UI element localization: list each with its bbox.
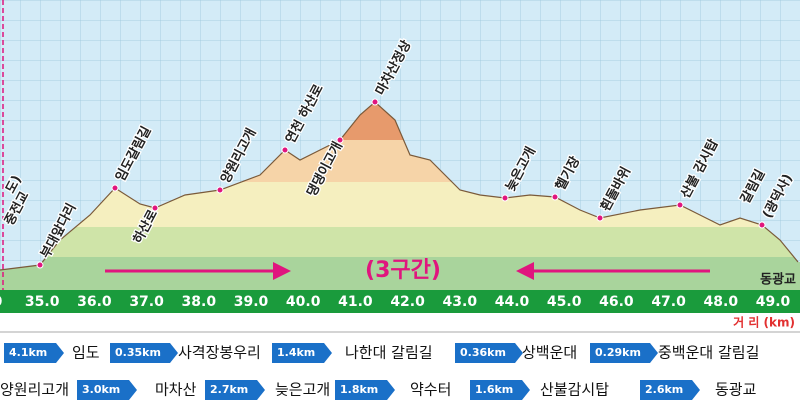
distance-arrow (4, 343, 64, 363)
distance-label: 1.4km (277, 346, 315, 359)
distance-arrow (455, 343, 523, 363)
landmark-dot (281, 146, 289, 154)
place-label: 중백운대 갈림길 (658, 344, 759, 362)
distance-label: 1.8km (340, 383, 378, 396)
landmark-dot (111, 184, 119, 192)
landmark-dot (758, 221, 766, 229)
distance-arrow (640, 380, 700, 400)
x-tick-label: 44.0 (495, 294, 530, 310)
distance-arrow (77, 380, 137, 400)
distance-label: 1.6km (475, 383, 513, 396)
axis-label: 거 리 (km) (733, 315, 795, 330)
landmark-dot (501, 194, 509, 202)
x-tick-label: 39.0 (234, 294, 269, 310)
x-tick-label: 38.0 (182, 294, 217, 310)
x-tick-label: 35.0 (25, 294, 60, 310)
x-tick-label: 4.0 (0, 294, 3, 310)
distance-arrow (272, 343, 332, 363)
distance-label: 4.1km (9, 346, 47, 359)
landmark-dot (216, 186, 224, 194)
place-label: 동광교 (715, 381, 756, 399)
distance-label: 3.0km (82, 383, 120, 396)
place-label: 사격장봉우리 (178, 344, 261, 362)
x-tick-label: 48.0 (704, 294, 739, 310)
distance-label: 0.36km (460, 346, 506, 359)
place-label: 마차산 (155, 381, 197, 399)
distance-arrow (590, 343, 658, 363)
x-tick-label: 41.0 (338, 294, 373, 310)
place-label: 늦은고개 (275, 381, 330, 399)
profile-line (0, 101, 799, 271)
x-tick-label: 43.0 (443, 294, 478, 310)
landmark-dot (371, 98, 379, 106)
x-tick-label: 40.0 (286, 294, 321, 310)
x-tick-label: 42.0 (390, 294, 425, 310)
distance-arrow (110, 343, 178, 363)
place-label: 산불감시탑 (540, 381, 609, 399)
landmark-dot (551, 193, 559, 201)
place-label: 양원리고개 (0, 381, 69, 399)
place-label: 나한대 갈림길 (345, 344, 433, 362)
landmark-dot (676, 201, 684, 209)
landmark-dot (151, 204, 159, 212)
x-tick-label: 46.0 (599, 294, 634, 310)
landmark-dot (336, 136, 344, 144)
x-tick-label: 45.0 (547, 294, 582, 310)
x-tick-label: 37.0 (129, 294, 164, 310)
distance-label: 0.29km (595, 346, 641, 359)
axis-bar (0, 290, 800, 313)
distance-arrow (205, 380, 265, 400)
x-tick-label: 47.0 (651, 294, 686, 310)
distance-arrow (470, 380, 530, 400)
distance-label: 2.6km (645, 383, 683, 396)
landmark-dot (36, 261, 44, 269)
place-label: 임도 (72, 344, 100, 362)
distance-label: 0.35km (115, 346, 161, 359)
place-label: 약수터 (410, 381, 451, 399)
distance-arrow (335, 380, 395, 400)
section-label: (3구간) (365, 258, 441, 283)
x-tick-label: 36.0 (77, 294, 112, 310)
x-tick-label: 49.0 (756, 294, 791, 310)
place-label: 상백운대 (522, 344, 577, 362)
end-label: 동광교 (760, 273, 796, 288)
landmark-dot (596, 214, 604, 222)
distance-label: 2.7km (210, 383, 248, 396)
